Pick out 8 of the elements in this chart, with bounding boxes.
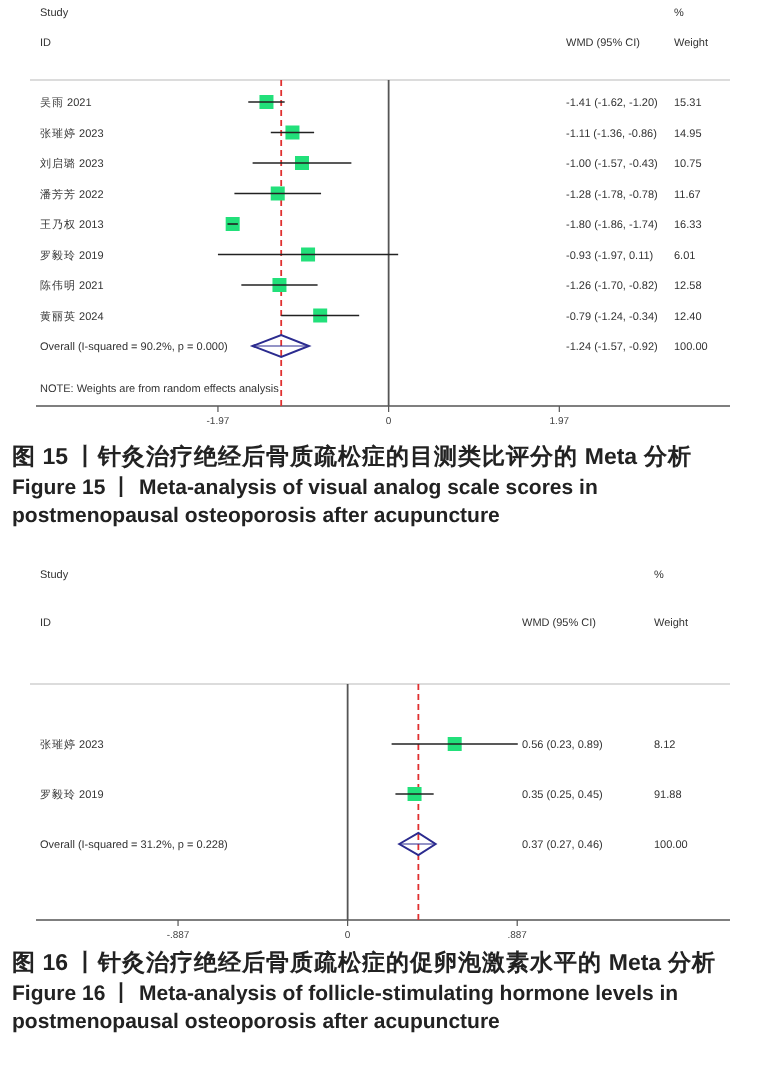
point (313, 308, 328, 323)
text: 图 15 丨针灸治疗绝经后骨质疏松症的目测类比评分的 Meta 分析 (12, 444, 694, 474)
text: 图 16 丨针灸治疗绝经后骨质疏松症的促卵泡激素水平的 Meta 分析 (12, 950, 718, 980)
point (301, 247, 316, 262)
text: Figure 16 丨 Meta-analysis of follicle-stimulating hormone levels in postmenopausal osteoporosis after acupuncture (12, 980, 681, 1036)
point (285, 125, 300, 140)
point (270, 186, 285, 201)
text: Figure 15 丨 Meta-analysis of visual analog scale scores in postmenopausal osteoporosis after acupuncture (12, 474, 600, 530)
